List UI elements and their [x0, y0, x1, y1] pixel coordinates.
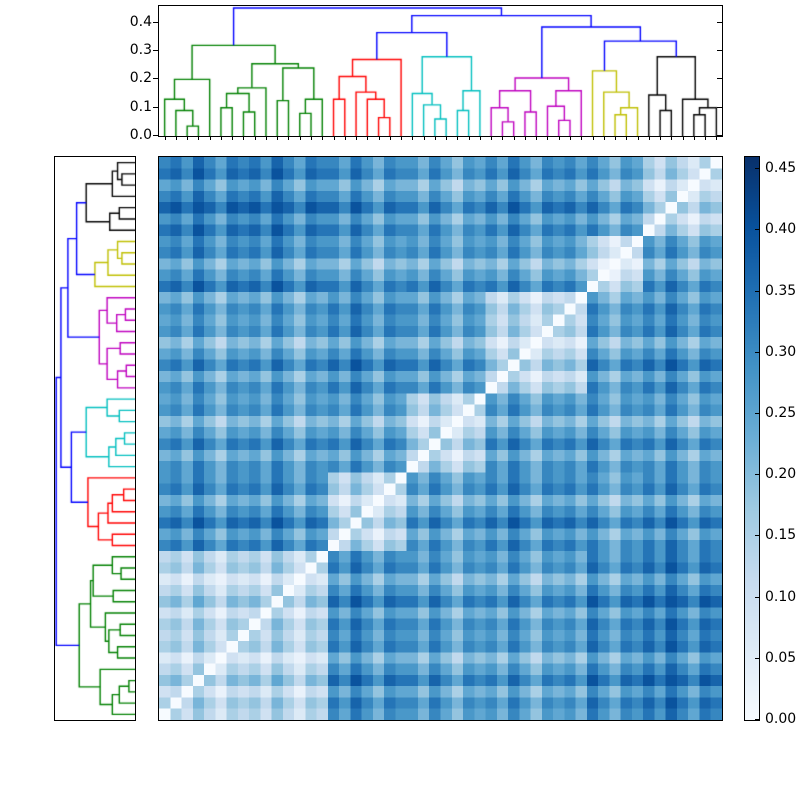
top-axis-leaf-tick — [638, 137, 639, 140]
colorbar-tick-label: 0.30 — [765, 344, 797, 360]
top-axis-leaf-tick — [277, 137, 278, 140]
colorbar-tick — [755, 352, 759, 353]
top-axis-leaf-tick — [311, 137, 312, 140]
top-axis-leaf-tick — [266, 137, 267, 140]
colorbar-tick — [755, 719, 759, 720]
top-axis-leaf-tick — [367, 137, 368, 140]
colorbar-tick-label: 0.35 — [765, 283, 797, 299]
top-axis-leaf-tick — [446, 137, 447, 140]
left-dendrogram-canvas — [55, 157, 135, 720]
top-axis-tick-right — [717, 135, 722, 136]
top-axis-leaf-tick — [469, 137, 470, 140]
top-axis-leaf-tick — [379, 137, 380, 140]
top-axis-leaf-tick — [424, 137, 425, 140]
top-axis-tick — [153, 78, 158, 79]
top-axis-tick — [153, 107, 158, 108]
top-axis-leaf-tick — [457, 137, 458, 140]
colorbar-tick — [755, 291, 759, 292]
top-axis-tick-label: 0.0 — [129, 127, 152, 143]
top-axis-leaf-tick — [288, 137, 289, 140]
top-axis-leaf-tick — [165, 137, 166, 140]
top-axis-tick-right — [717, 50, 722, 51]
colorbar-tick-label: 0.05 — [765, 650, 797, 666]
top-axis-leaf-tick — [615, 137, 616, 140]
colorbar-tick-label: 0.15 — [765, 527, 797, 543]
colorbar-tick — [755, 474, 759, 475]
top-axis-leaf-tick — [581, 137, 582, 140]
top-axis-leaf-tick — [243, 137, 244, 140]
top-axis-leaf-tick — [593, 137, 594, 140]
colorbar-gradient — [745, 157, 759, 720]
heatmap-panel — [158, 156, 723, 721]
top-axis-leaf-tick — [514, 137, 515, 140]
top-axis-leaf-tick — [547, 137, 548, 140]
colorbar-tick — [755, 658, 759, 659]
top-axis-tick — [153, 22, 158, 23]
colorbar-tick-label: 0.45 — [765, 160, 797, 176]
colorbar-tick-label: 0.40 — [765, 221, 797, 237]
top-axis-tick — [153, 135, 158, 136]
colorbar-panel — [744, 156, 760, 721]
top-axis-leaf-tick — [232, 137, 233, 140]
colorbar-tick-label: 0.00 — [765, 711, 797, 727]
colorbar-tick — [755, 535, 759, 536]
top-axis-tick-right — [717, 78, 722, 79]
top-axis-tick-right — [717, 107, 722, 108]
top-axis-leaf-tick — [435, 137, 436, 140]
top-axis-leaf-tick — [210, 137, 211, 140]
colorbar-tick-label: 0.20 — [765, 466, 797, 482]
top-axis-tick-label: 0.2 — [129, 70, 152, 86]
top-axis-leaf-tick — [671, 137, 672, 140]
colorbar-tick-label: 0.25 — [765, 405, 797, 421]
colorbar-tick — [755, 597, 759, 598]
left-dendrogram-panel — [54, 156, 136, 721]
top-axis-leaf-tick — [345, 137, 346, 140]
top-axis-leaf-tick — [198, 137, 199, 140]
top-axis-leaf-tick — [502, 137, 503, 140]
top-axis-leaf-tick — [176, 137, 177, 140]
top-axis-leaf-tick — [480, 137, 481, 140]
top-axis-leaf-tick — [559, 137, 560, 140]
colorbar-tick — [755, 413, 759, 414]
top-axis-leaf-tick — [356, 137, 357, 140]
heatmap-canvas — [159, 157, 722, 720]
top-axis-tick-label: 0.3 — [129, 42, 152, 58]
top-axis-leaf-tick — [255, 137, 256, 140]
top-axis-tick-right — [717, 22, 722, 23]
top-axis-leaf-tick — [412, 137, 413, 140]
top-axis-leaf-tick — [187, 137, 188, 140]
top-axis-leaf-tick — [491, 137, 492, 140]
top-axis-leaf-tick — [705, 137, 706, 140]
top-axis-leaf-tick — [649, 137, 650, 140]
top-axis-leaf-tick — [390, 137, 391, 140]
top-axis-leaf-tick — [525, 137, 526, 140]
top-axis-leaf-tick — [694, 137, 695, 140]
top-axis-leaf-tick — [716, 137, 717, 140]
top-axis-tick-label: 0.1 — [129, 99, 152, 115]
top-axis-leaf-tick — [570, 137, 571, 140]
top-axis-leaf-tick — [300, 137, 301, 140]
top-axis-leaf-tick — [660, 137, 661, 140]
top-axis-tick-label: 0.4 — [129, 14, 152, 30]
top-axis-leaf-tick — [322, 137, 323, 140]
top-dendrogram-panel — [158, 5, 723, 137]
top-axis-leaf-tick — [334, 137, 335, 140]
top-axis-leaf-tick — [536, 137, 537, 140]
top-axis-leaf-tick — [604, 137, 605, 140]
colorbar-tick-label: 0.10 — [765, 589, 797, 605]
colorbar-tick — [755, 229, 759, 230]
top-dendrogram-canvas — [159, 6, 722, 136]
top-axis-leaf-tick — [221, 137, 222, 140]
top-axis-leaf-tick — [683, 137, 684, 140]
top-axis-leaf-tick — [626, 137, 627, 140]
top-axis-tick — [153, 50, 158, 51]
top-axis-leaf-tick — [401, 137, 402, 140]
colorbar-tick — [755, 168, 759, 169]
